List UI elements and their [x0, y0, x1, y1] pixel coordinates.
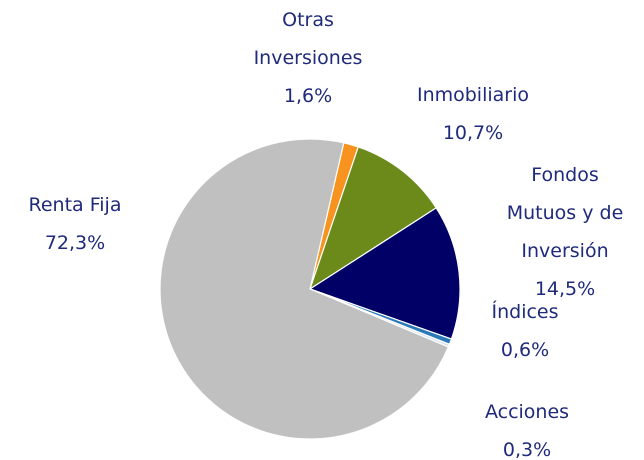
slice-label: Renta Fija 72,3% [5, 186, 145, 262]
category-name: Renta Fija [28, 194, 122, 216]
slice-label: Índices 0,6% [465, 293, 585, 369]
slice-label: Acciones 0,3% [467, 393, 587, 460]
value-label: 0,6% [500, 339, 550, 361]
value-label: 14,5% [534, 278, 596, 300]
slice-label: Otras Inversiones 1,6% [243, 1, 373, 115]
value-label: 72,3% [44, 232, 106, 254]
category-name: Inmobiliario [416, 84, 530, 106]
value-label: 10,7% [442, 122, 504, 144]
pie-slice [308, 146, 438, 291]
slice-label: Inmobiliario 10,7% [398, 76, 548, 152]
pie-slice [159, 138, 450, 440]
value-label: 0,3% [502, 439, 552, 460]
slice-label: Fondos Mutuos y de Inversión 14,5% [503, 156, 628, 308]
category-name: Índices [491, 301, 559, 323]
category-name: Fondos Mutuos y de Inversión [506, 164, 624, 262]
category-name: Acciones [484, 401, 570, 423]
pie-slice [308, 207, 461, 340]
category-name: Otras Inversiones [253, 9, 363, 69]
value-label: 1,6% [283, 85, 333, 107]
